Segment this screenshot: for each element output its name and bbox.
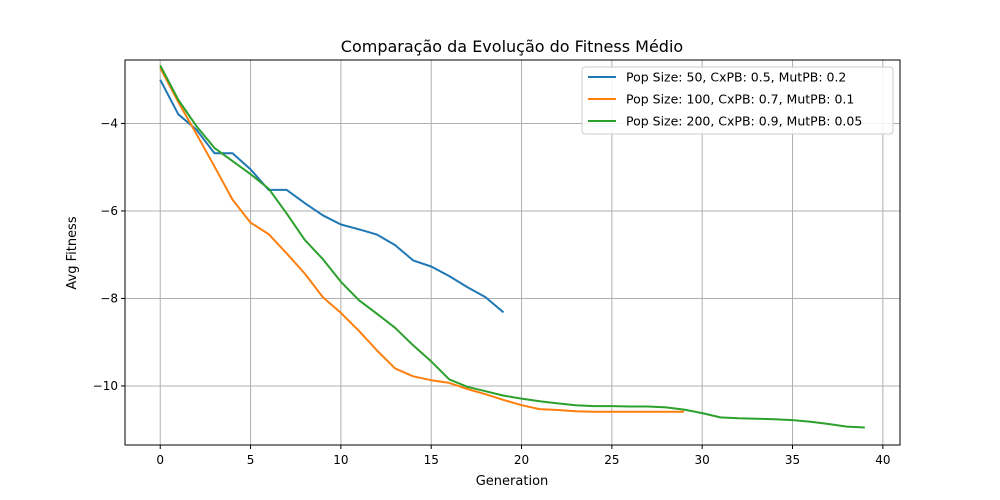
x-tick-label: 30 [695, 453, 710, 467]
y-axis-label: Avg Fitness [65, 216, 80, 289]
plot-frame [124, 59, 901, 446]
legend-label-1: Pop Size: 50, CxPB: 0.5, MutPB: 0.2 [626, 70, 846, 85]
x-tick-label: 40 [875, 453, 890, 467]
series-lines [159, 64, 865, 429]
y-axis-ticks: −10 −8 −6 −4 [93, 116, 125, 393]
x-tick-label: 25 [604, 453, 619, 467]
y-tick-label: −10 [93, 379, 118, 393]
x-tick-label: 0 [156, 453, 164, 467]
x-tick-label: 35 [785, 453, 800, 467]
legend: Pop Size: 50, CxPB: 0.5, MutPB: 0.2 Pop S… [581, 66, 894, 135]
chart-title: Comparação da Evolução do Fitness Médio [341, 37, 683, 56]
y-tick-label: −4 [100, 116, 118, 130]
series-line-3 [159, 64, 865, 429]
series-line-2 [159, 67, 685, 413]
legend-box [581, 66, 894, 135]
x-axis-label: Generation [476, 474, 549, 489]
y-tick-label: −8 [100, 291, 118, 305]
series-line-1 [159, 79, 505, 314]
x-tick-label: 10 [333, 453, 348, 467]
x-tick-label: 5 [247, 453, 255, 467]
legend-label-2: Pop Size: 100, CxPB: 0.7, MutPB: 0.1 [626, 92, 854, 107]
y-tick-label: −6 [100, 204, 118, 218]
legend-label-3: Pop Size: 200, CxPB: 0.9, MutPB: 0.05 [626, 114, 862, 129]
x-tick-label: 20 [514, 453, 529, 467]
x-axis-ticks: 0 5 10 15 20 25 30 35 40 [156, 445, 890, 467]
x-tick-label: 15 [424, 453, 439, 467]
